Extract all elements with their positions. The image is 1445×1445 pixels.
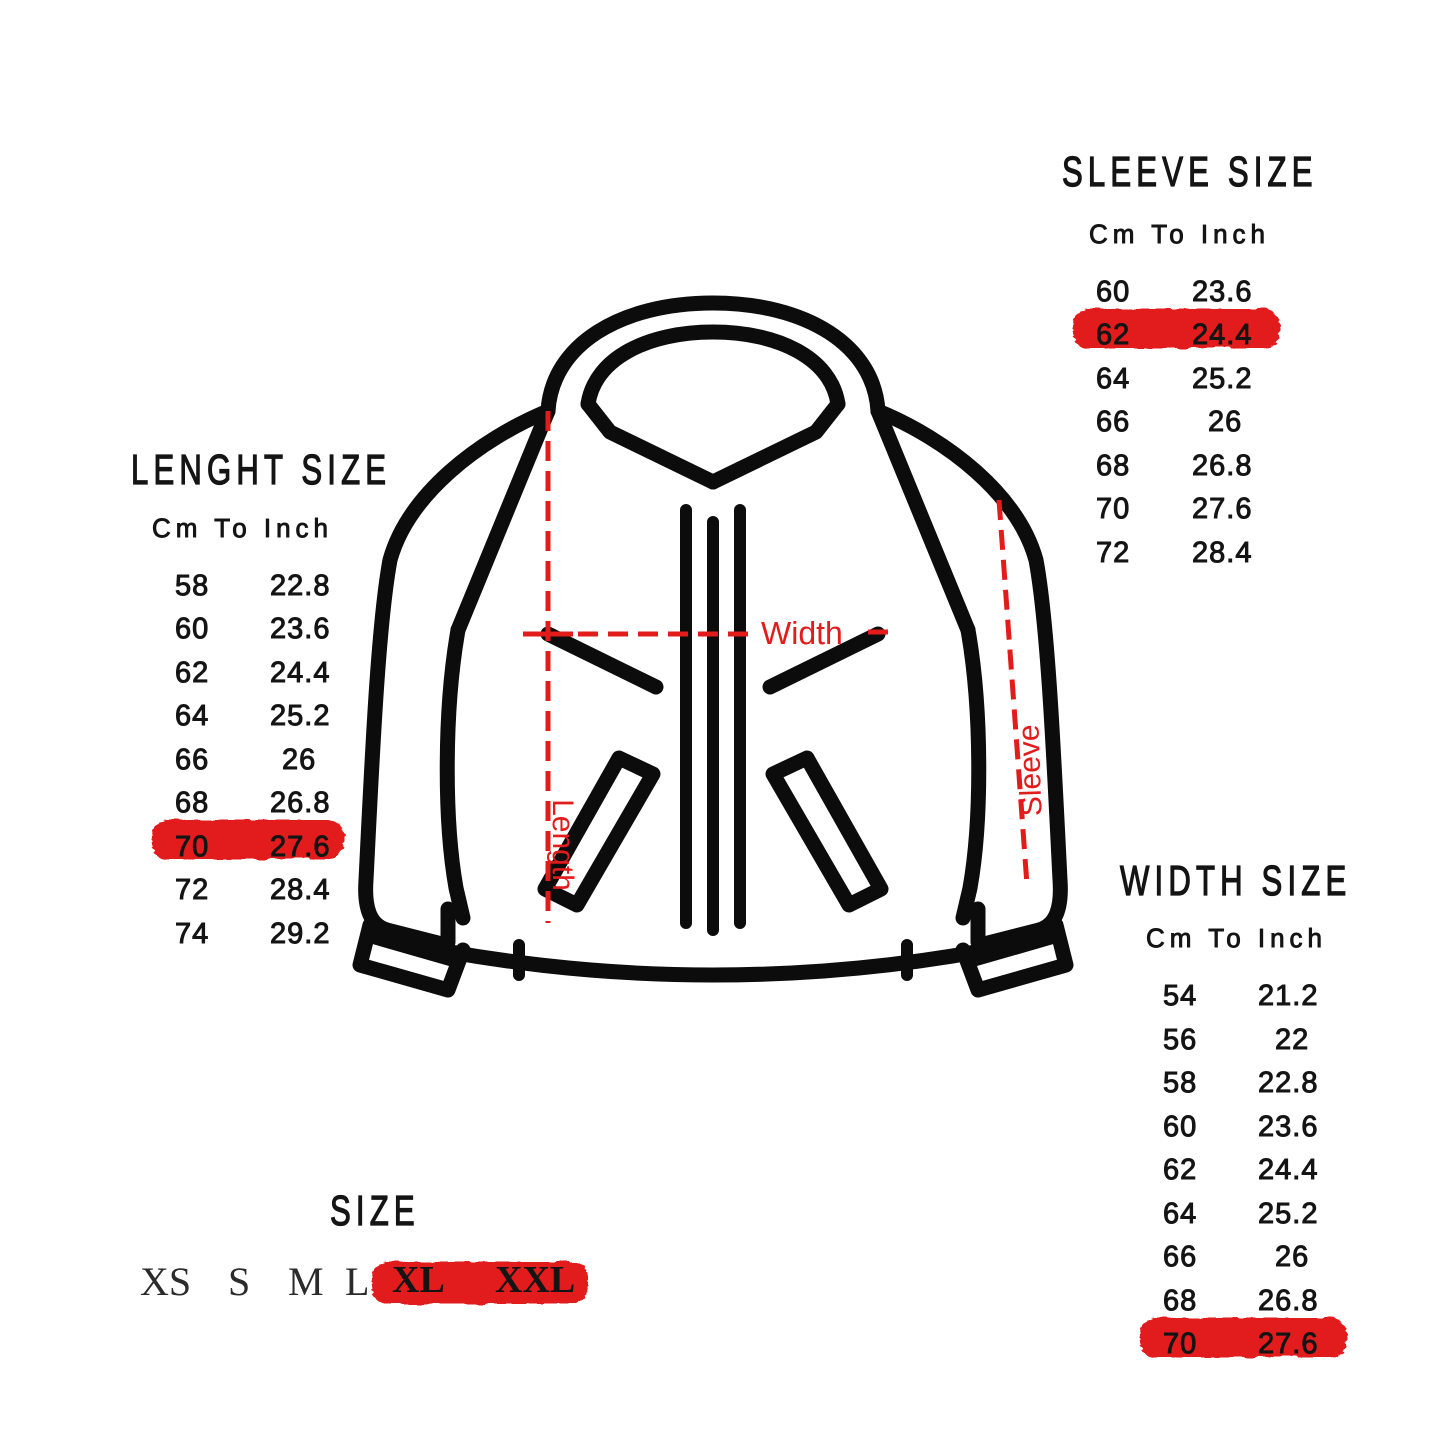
svg-text:Length: Length xyxy=(546,799,579,891)
svg-text:Width: Width xyxy=(761,615,843,651)
svg-text:Sleeve: Sleeve xyxy=(1012,724,1048,817)
